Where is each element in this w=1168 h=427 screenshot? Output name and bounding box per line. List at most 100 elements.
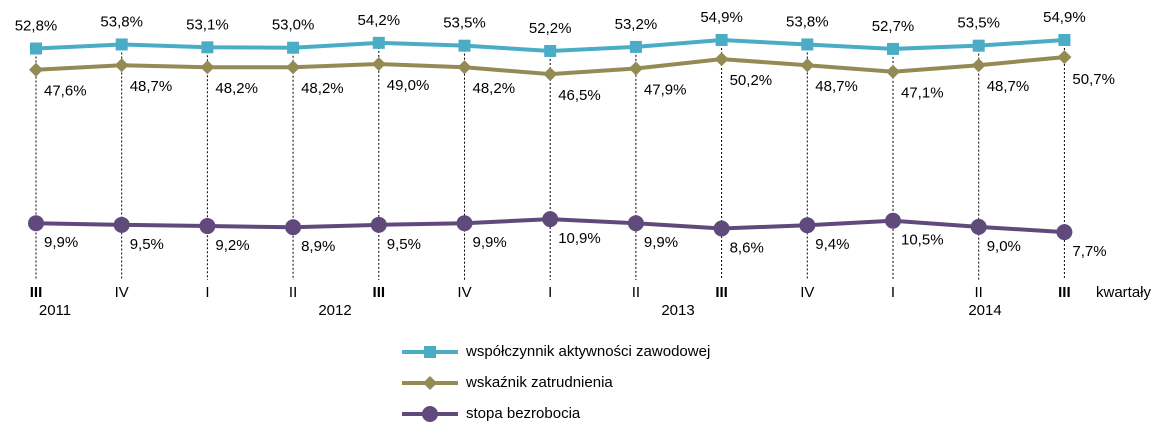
data-point xyxy=(885,212,901,229)
data-point xyxy=(1058,33,1071,46)
data-point xyxy=(715,33,728,46)
data-point xyxy=(628,61,643,76)
data-point xyxy=(801,38,814,51)
legend-marker xyxy=(422,406,438,422)
data-point xyxy=(1056,224,1073,241)
data-label: 53,8% xyxy=(100,13,143,30)
data-point xyxy=(286,60,301,75)
data-point xyxy=(370,216,387,233)
data-point xyxy=(29,62,43,77)
data-label: 47,6% xyxy=(44,83,87,100)
data-point xyxy=(114,58,129,73)
data-label: 52,8% xyxy=(15,17,58,34)
data-label: 53,5% xyxy=(957,15,1000,32)
data-point xyxy=(971,58,986,73)
x-tick-label: I xyxy=(548,284,552,301)
data-label: 53,5% xyxy=(443,15,486,32)
data-label: 53,2% xyxy=(615,16,658,33)
data-point xyxy=(800,58,815,73)
data-point xyxy=(115,38,128,51)
data-point xyxy=(456,215,473,232)
data-label: 48,2% xyxy=(215,80,258,97)
data-point xyxy=(457,60,472,75)
data-label: 46,5% xyxy=(558,87,601,104)
x-tick-label: I xyxy=(891,284,895,301)
data-label: 52,7% xyxy=(872,18,915,35)
year-label: 2014 xyxy=(968,302,1001,319)
x-tick-label: III xyxy=(373,284,386,301)
data-point xyxy=(713,220,730,237)
legend-marker xyxy=(423,376,437,390)
x-tick-label: III xyxy=(30,284,43,301)
data-label: 48,7% xyxy=(815,78,858,95)
data-point xyxy=(372,36,385,49)
data-label: 54,9% xyxy=(700,9,743,26)
data-point xyxy=(886,64,900,79)
data-point xyxy=(799,217,816,234)
legend-marker xyxy=(424,346,436,358)
data-point xyxy=(199,218,216,235)
data-label: 53,1% xyxy=(186,16,229,33)
data-label: 10,9% xyxy=(558,230,601,247)
data-label: 54,2% xyxy=(358,12,401,29)
data-label: 53,0% xyxy=(272,17,315,34)
data-label: 9,2% xyxy=(215,237,249,254)
x-tick-label: I xyxy=(205,284,209,301)
data-label: 9,9% xyxy=(44,234,78,251)
data-point xyxy=(113,216,130,233)
data-point xyxy=(970,218,987,235)
data-point xyxy=(887,42,899,55)
data-point xyxy=(200,60,215,75)
data-point xyxy=(30,42,42,55)
data-point xyxy=(28,215,44,232)
data-label: 9,5% xyxy=(130,236,164,253)
data-label: 52,2% xyxy=(529,20,572,37)
x-axis-label: kwartały xyxy=(1096,284,1152,301)
data-point xyxy=(287,41,300,54)
data-point xyxy=(627,215,644,232)
data-label: 50,7% xyxy=(1072,71,1115,88)
legend-label: stopa bezrobocia xyxy=(466,405,581,422)
data-point xyxy=(543,67,558,82)
data-point xyxy=(544,44,557,57)
data-point xyxy=(458,39,471,52)
legend-label: wskaźnik zatrudnienia xyxy=(465,374,613,391)
data-label: 50,2% xyxy=(730,72,773,89)
data-label: 7,7% xyxy=(1072,243,1106,260)
x-tick-label: IV xyxy=(457,284,471,301)
data-point xyxy=(629,40,642,53)
data-label: 8,9% xyxy=(301,238,335,255)
data-label: 10,5% xyxy=(901,232,944,249)
year-label: 2011 xyxy=(39,302,71,319)
data-label: 9,0% xyxy=(987,238,1021,255)
x-tick-label: III xyxy=(715,284,728,301)
data-point xyxy=(972,39,985,52)
data-label: 9,9% xyxy=(473,234,507,251)
data-label: 54,9% xyxy=(1043,9,1086,26)
data-label: 9,4% xyxy=(815,236,849,253)
data-label: 47,9% xyxy=(644,81,687,98)
data-label: 48,7% xyxy=(987,78,1030,95)
data-point xyxy=(542,211,559,228)
year-label: 2013 xyxy=(661,302,694,319)
data-label: 48,7% xyxy=(130,78,173,95)
year-label: 2012 xyxy=(318,302,351,319)
x-tick-label: IV xyxy=(800,284,814,301)
data-point xyxy=(371,57,386,71)
data-label: 47,1% xyxy=(901,85,944,102)
data-label: 9,5% xyxy=(387,236,421,253)
legend-label: współczynnik aktywności zawodowej xyxy=(465,343,710,360)
data-label: 53,8% xyxy=(786,13,829,30)
x-tick-label: IV xyxy=(115,284,129,301)
data-label: 9,9% xyxy=(644,234,678,251)
data-label: 48,2% xyxy=(301,80,344,97)
x-tick-label: II xyxy=(289,284,297,301)
data-point xyxy=(285,219,302,236)
x-tick-label: II xyxy=(975,284,983,301)
x-tick-label: II xyxy=(632,284,640,301)
data-label: 49,0% xyxy=(387,77,430,94)
data-point xyxy=(714,52,729,67)
data-label: 8,6% xyxy=(730,239,764,256)
data-point xyxy=(1057,50,1072,65)
